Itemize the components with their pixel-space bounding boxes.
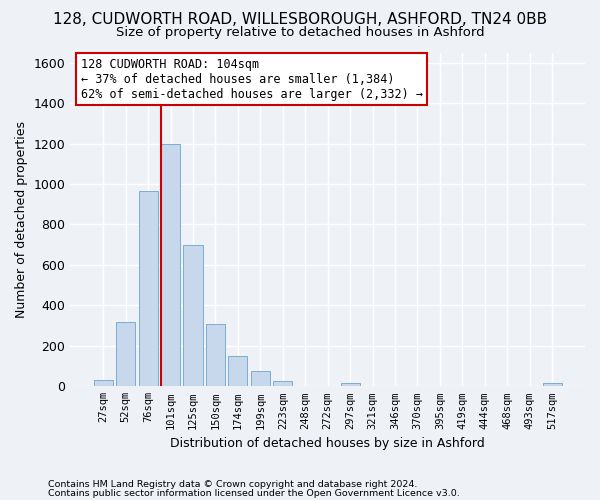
Bar [139, 191, 158, 386]
Bar [161, 144, 180, 386]
Y-axis label: Number of detached properties: Number of detached properties [15, 121, 28, 318]
Bar [251, 371, 270, 386]
Text: 128 CUDWORTH ROAD: 104sqm
← 37% of detached houses are smaller (1,384)
62% of se: 128 CUDWORTH ROAD: 104sqm ← 37% of detac… [80, 58, 422, 100]
Bar [206, 324, 225, 386]
Bar [542, 384, 562, 386]
Text: Contains HM Land Registry data © Crown copyright and database right 2024.: Contains HM Land Registry data © Crown c… [48, 480, 418, 489]
Bar [116, 322, 135, 386]
Text: 128, CUDWORTH ROAD, WILLESBOROUGH, ASHFORD, TN24 0BB: 128, CUDWORTH ROAD, WILLESBOROUGH, ASHFO… [53, 12, 547, 28]
Bar [94, 380, 113, 386]
Bar [341, 382, 359, 386]
Bar [273, 381, 292, 386]
X-axis label: Distribution of detached houses by size in Ashford: Distribution of detached houses by size … [170, 437, 485, 450]
Text: Size of property relative to detached houses in Ashford: Size of property relative to detached ho… [116, 26, 484, 39]
Bar [184, 244, 203, 386]
Bar [229, 356, 247, 386]
Text: Contains public sector information licensed under the Open Government Licence v3: Contains public sector information licen… [48, 488, 460, 498]
